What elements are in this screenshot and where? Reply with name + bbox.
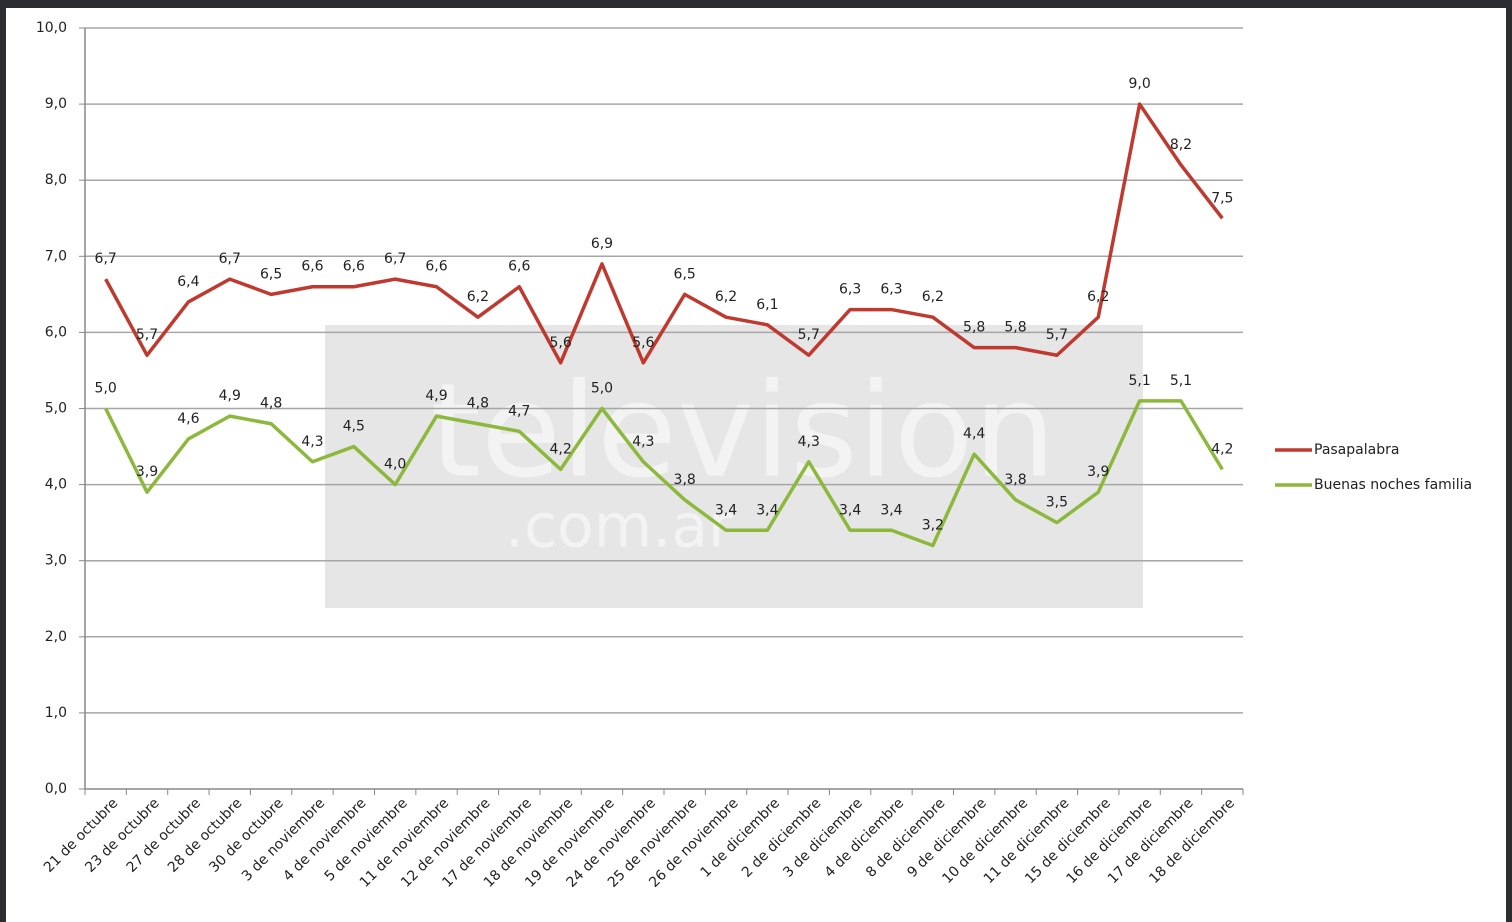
data-label: 4,9 xyxy=(425,388,447,404)
data-label: 6,2 xyxy=(922,289,944,305)
data-label: 4,2 xyxy=(549,441,571,457)
data-label: 3,5 xyxy=(1046,495,1068,511)
data-label: 6,5 xyxy=(674,266,696,282)
data-label: 6,6 xyxy=(425,259,447,275)
data-label: 5,0 xyxy=(591,381,613,397)
data-label: 3,9 xyxy=(136,464,158,480)
data-label: 4,5 xyxy=(343,419,365,435)
data-label: 4,8 xyxy=(467,396,489,412)
data-label: 4,8 xyxy=(260,396,282,412)
data-label: 3,4 xyxy=(839,502,861,518)
data-label: 5,1 xyxy=(1128,373,1150,389)
data-label: 6,2 xyxy=(715,289,737,305)
y-tick-label: 6,0 xyxy=(45,324,67,340)
data-label: 3,9 xyxy=(1087,464,1109,480)
y-tick-label: 0,0 xyxy=(45,781,67,797)
data-label: 6,7 xyxy=(219,251,241,267)
data-label: 6,1 xyxy=(756,297,778,313)
y-tick-label: 5,0 xyxy=(45,401,67,417)
data-label: 3,4 xyxy=(880,502,902,518)
data-label: 6,7 xyxy=(95,251,117,267)
data-label: 3,4 xyxy=(715,502,737,518)
data-label: 9,0 xyxy=(1128,76,1150,92)
y-tick-label: 9,0 xyxy=(45,96,67,112)
data-label: 6,6 xyxy=(301,259,323,275)
data-label: 6,3 xyxy=(839,282,861,298)
data-label: 5,0 xyxy=(95,381,117,397)
y-tick-label: 3,0 xyxy=(45,553,67,569)
data-label: 6,7 xyxy=(384,251,406,267)
data-label: 5,7 xyxy=(798,327,820,343)
series-line xyxy=(104,102,1224,365)
data-label: 4,4 xyxy=(963,426,985,442)
data-label: 6,2 xyxy=(1087,289,1109,305)
data-label: 5,6 xyxy=(632,335,654,351)
data-label: 4,3 xyxy=(632,434,654,450)
y-tick-label: 2,0 xyxy=(45,629,67,645)
legend-label: Buenas noches familia xyxy=(1314,477,1472,493)
y-tick-label: 7,0 xyxy=(45,248,67,264)
data-label: 5,7 xyxy=(136,327,158,343)
data-label: 4,2 xyxy=(1211,441,1233,457)
data-label: 5,8 xyxy=(1004,320,1026,336)
data-label: 6,9 xyxy=(591,236,613,252)
data-label: 4,7 xyxy=(508,403,530,419)
data-label: 5,7 xyxy=(1046,327,1068,343)
data-label: 4,3 xyxy=(798,434,820,450)
data-label: 6,4 xyxy=(177,274,199,290)
data-label: 6,6 xyxy=(343,259,365,275)
data-label: 4,3 xyxy=(301,434,323,450)
data-label: 4,6 xyxy=(177,411,199,427)
data-label: 6,6 xyxy=(508,259,530,275)
data-label: 6,3 xyxy=(880,282,902,298)
data-label: 3,8 xyxy=(674,472,696,488)
data-label: 3,8 xyxy=(1004,472,1026,488)
data-label: 7,5 xyxy=(1211,190,1233,206)
data-label: 5,6 xyxy=(549,335,571,351)
y-tick-label: 8,0 xyxy=(45,172,67,188)
data-label: 5,1 xyxy=(1170,373,1192,389)
data-label: 6,2 xyxy=(467,289,489,305)
watermark: .com.ar xyxy=(505,492,733,562)
y-tick-label: 1,0 xyxy=(45,705,67,721)
data-label: 4,9 xyxy=(219,388,241,404)
data-label: 4,0 xyxy=(384,457,406,473)
legend-label: Pasapalabra xyxy=(1314,442,1399,458)
data-label: 6,5 xyxy=(260,266,282,282)
data-label: 8,2 xyxy=(1170,137,1192,153)
data-label: 5,8 xyxy=(963,320,985,336)
y-tick-label: 10,0 xyxy=(36,20,67,36)
series-line xyxy=(104,399,1224,548)
data-label: 3,2 xyxy=(922,517,944,533)
data-label: 3,4 xyxy=(756,502,778,518)
y-tick-label: 4,0 xyxy=(45,477,67,493)
watermark: television xyxy=(430,355,1056,507)
